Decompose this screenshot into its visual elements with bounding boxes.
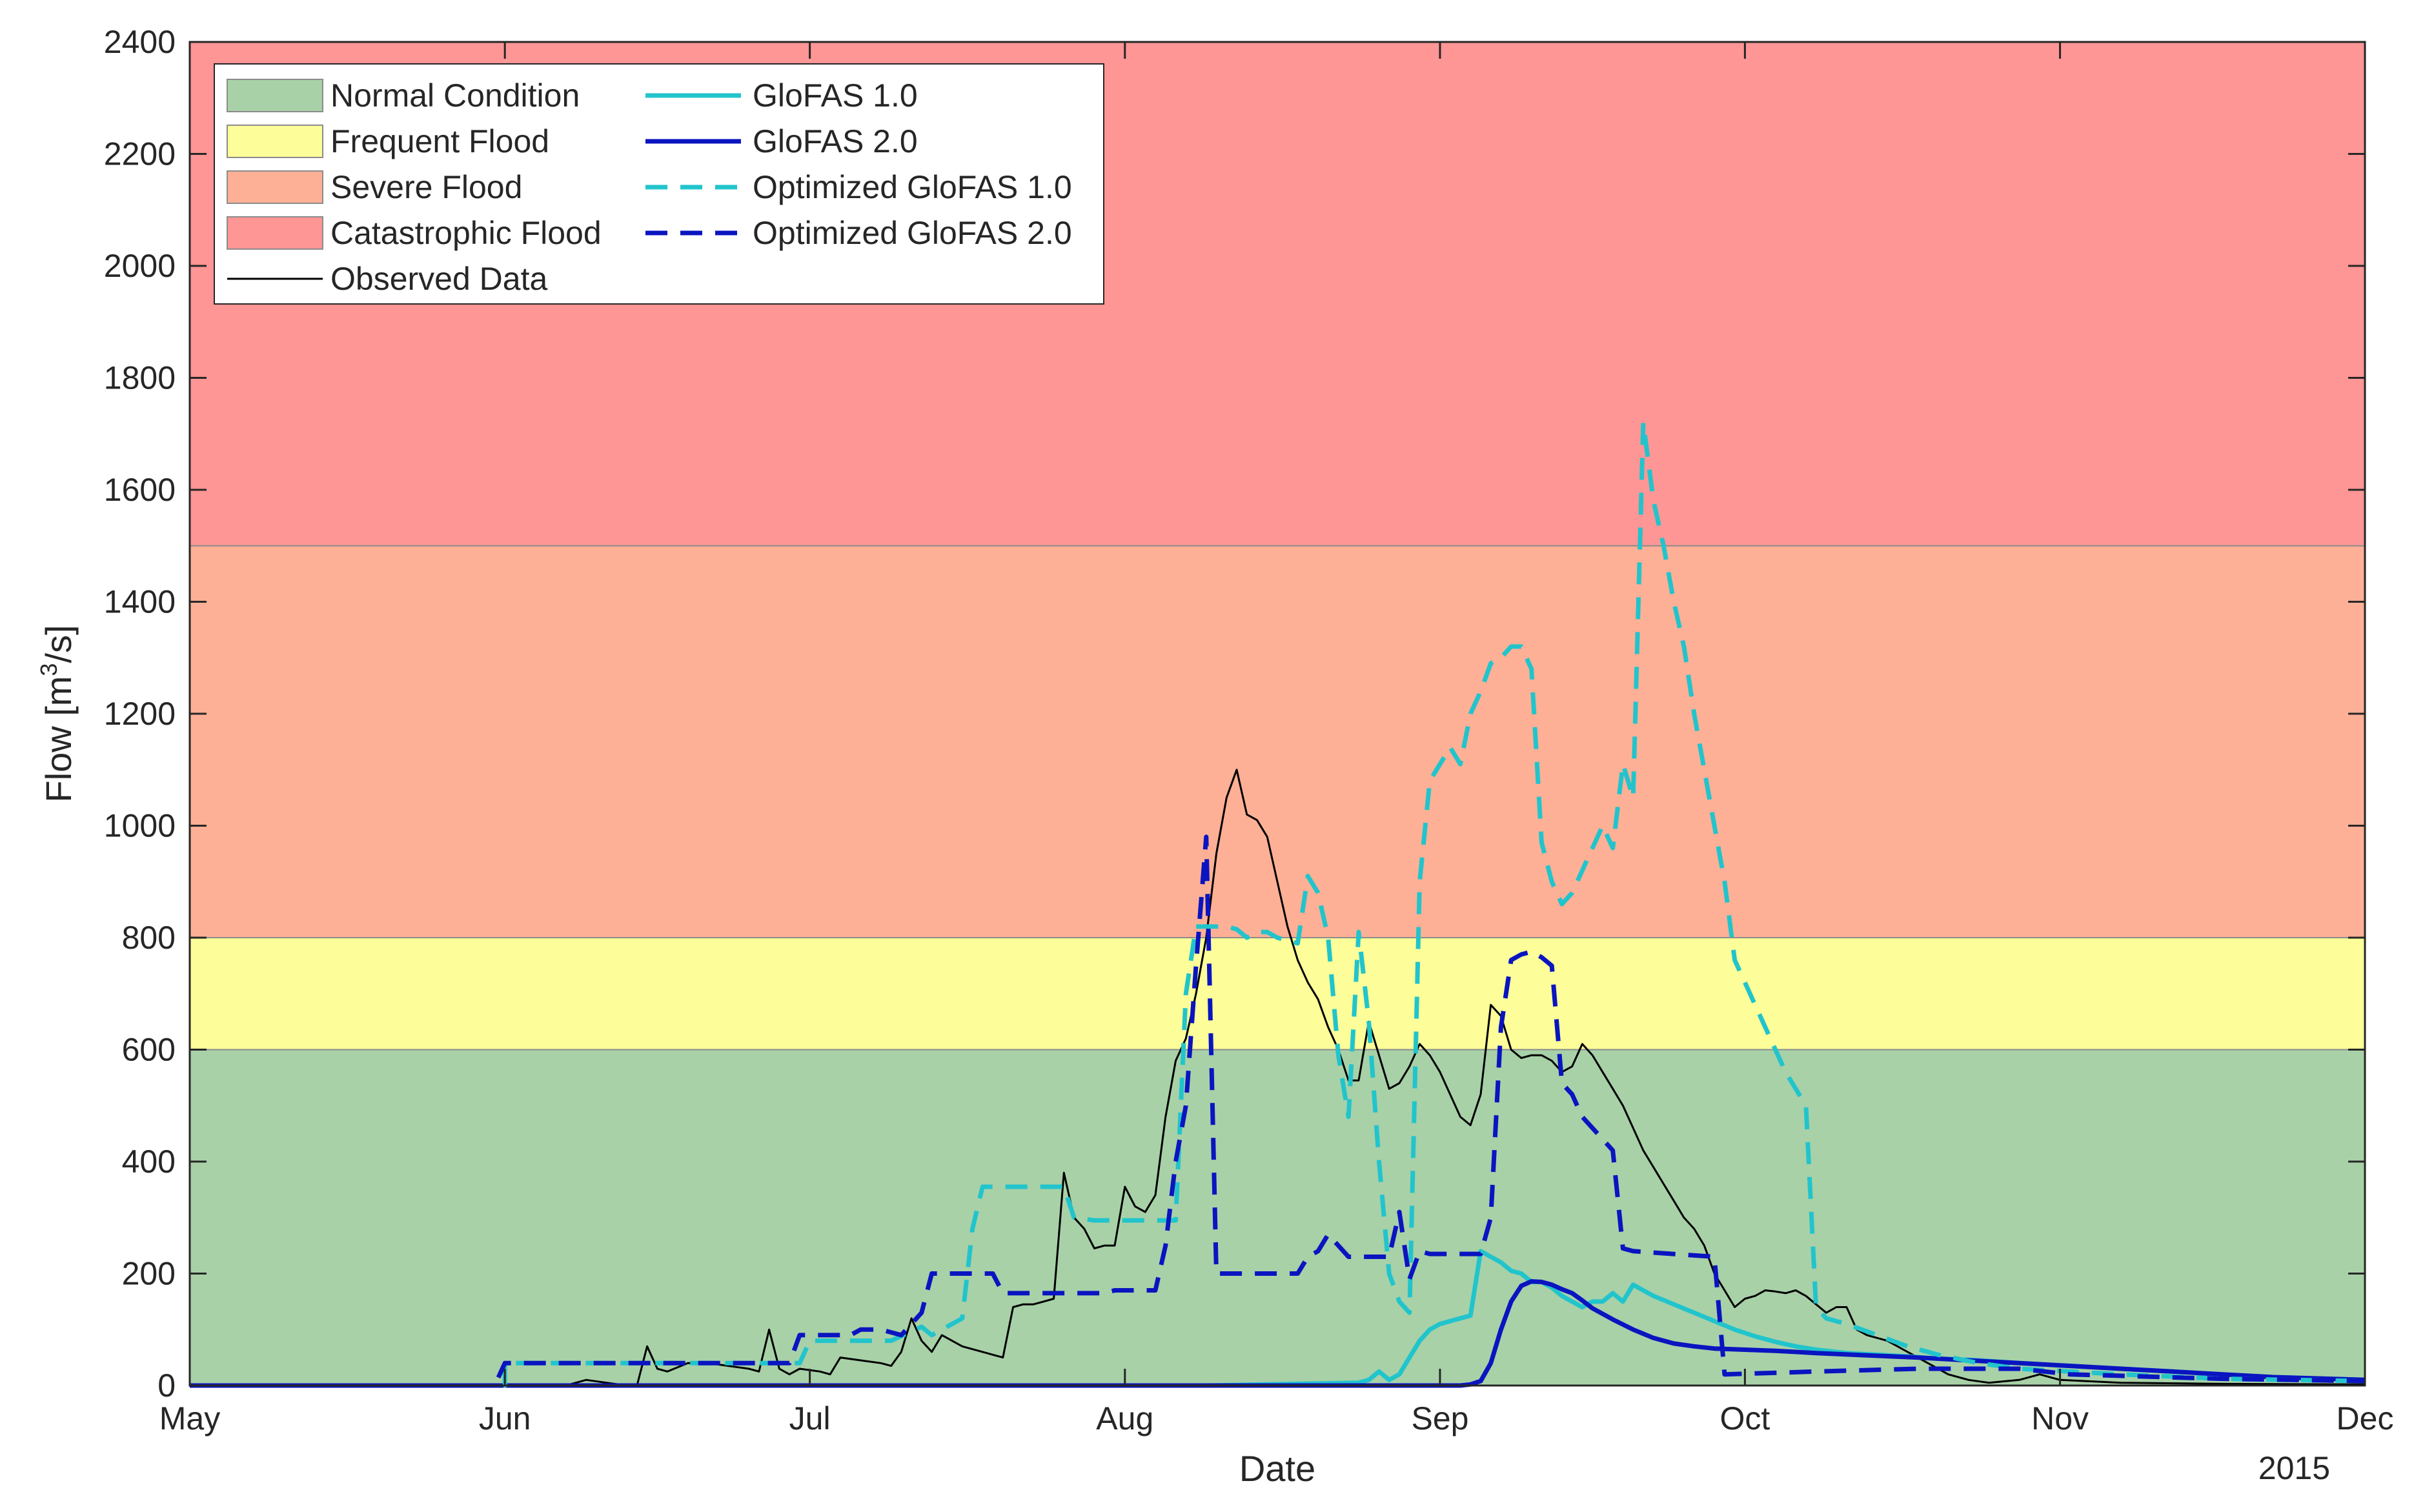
x-tick-label: Jun: [479, 1400, 531, 1436]
band-severe-flood: [190, 545, 2365, 938]
y-axis-ticks: 0 200 400 600 800 1000 1200 1400 1600 1800 2000 220…: [104, 24, 2365, 1404]
y-tick-label: 2000: [104, 248, 176, 284]
y-tick-label: 1600: [104, 472, 176, 508]
legend-label-normal-condition: Normal Condition: [330, 77, 580, 114]
band-frequent-flood: [190, 938, 2365, 1050]
x-tick-label: Sep: [1411, 1400, 1468, 1436]
x-axis-title: Date: [1239, 1448, 1315, 1489]
series-optimized-glofas-2-0: [190, 834, 2366, 1388]
y-tick-label: 1800: [104, 360, 176, 396]
y-tick-label: 1400: [104, 584, 176, 620]
y-tick-label: 400: [122, 1144, 176, 1180]
legend-right-column: GloFAS 1.0 GloFAS 2.0 Optimized GloFAS 1.0…: [645, 77, 1072, 251]
legend-label-optimized-glofas-1-0: Optimized GloFAS 1.0: [753, 169, 1072, 205]
series-observed-data: [190, 769, 2366, 1387]
legend-label-severe-flood: Severe Flood: [330, 169, 522, 205]
legend-left-column: Normal Condition Frequent Flood Severe Flo…: [227, 77, 602, 297]
legend-label-observed-data: Observed Data: [330, 261, 547, 297]
legend-label-glofas-2-0: GloFAS 2.0: [753, 123, 918, 159]
legend-label-catastrophic-flood: Catastrophic Flood: [330, 215, 602, 251]
y-axis-title: Flow [m3/s]: [36, 625, 79, 802]
legend-swatch-frequent-flood: [227, 125, 323, 158]
y-axis-title-superscript: 3: [36, 663, 62, 676]
legend: Normal Condition Frequent Flood Severe Flo…: [214, 63, 1104, 305]
legend-label-frequent-flood: Frequent Flood: [330, 123, 549, 159]
x-tick-label: Jul: [789, 1400, 831, 1436]
data-series: [190, 420, 2366, 1388]
x-tick-label: Nov: [2031, 1400, 2089, 1436]
x-tick-label: Dec: [2337, 1400, 2394, 1436]
band-normal-condition: [190, 1049, 2365, 1386]
y-axis-title-tail: /s]: [38, 625, 79, 663]
flood-level-bands: [190, 42, 2365, 1386]
y-tick-label: 0: [157, 1367, 176, 1404]
y-tick-label: 2400: [104, 24, 176, 60]
y-tick-label: 1200: [104, 696, 176, 732]
y-tick-label: 2200: [104, 136, 176, 172]
legend-box: [214, 63, 1104, 305]
legend-label-optimized-glofas-2-0: Optimized GloFAS 2.0: [753, 215, 1072, 251]
x-axis-year-label: 2015: [2258, 1450, 2330, 1486]
y-axis-title-main: Flow [m: [38, 676, 79, 803]
series-optimized-glofas-1-0: [190, 420, 2366, 1388]
x-tick-label: Aug: [1096, 1400, 1153, 1436]
y-tick-label: 800: [122, 920, 176, 956]
legend-label-glofas-1-0: GloFAS 1.0: [753, 77, 918, 114]
x-axis-ticks: May Jun Jul Aug Sep Oct Nov Dec: [159, 42, 2394, 1436]
legend-swatch-normal-condition: [227, 79, 323, 112]
y-tick-label: 200: [122, 1256, 176, 1292]
legend-swatch-severe-flood: [227, 170, 323, 204]
y-tick-label: 600: [122, 1032, 176, 1068]
legend-swatch-catastrophic-flood: [227, 216, 323, 250]
series-glofas-2-0: [190, 1279, 2366, 1388]
y-tick-label: 1000: [104, 808, 176, 844]
x-tick-label: May: [159, 1400, 220, 1436]
x-tick-label: Oct: [1719, 1400, 1770, 1436]
